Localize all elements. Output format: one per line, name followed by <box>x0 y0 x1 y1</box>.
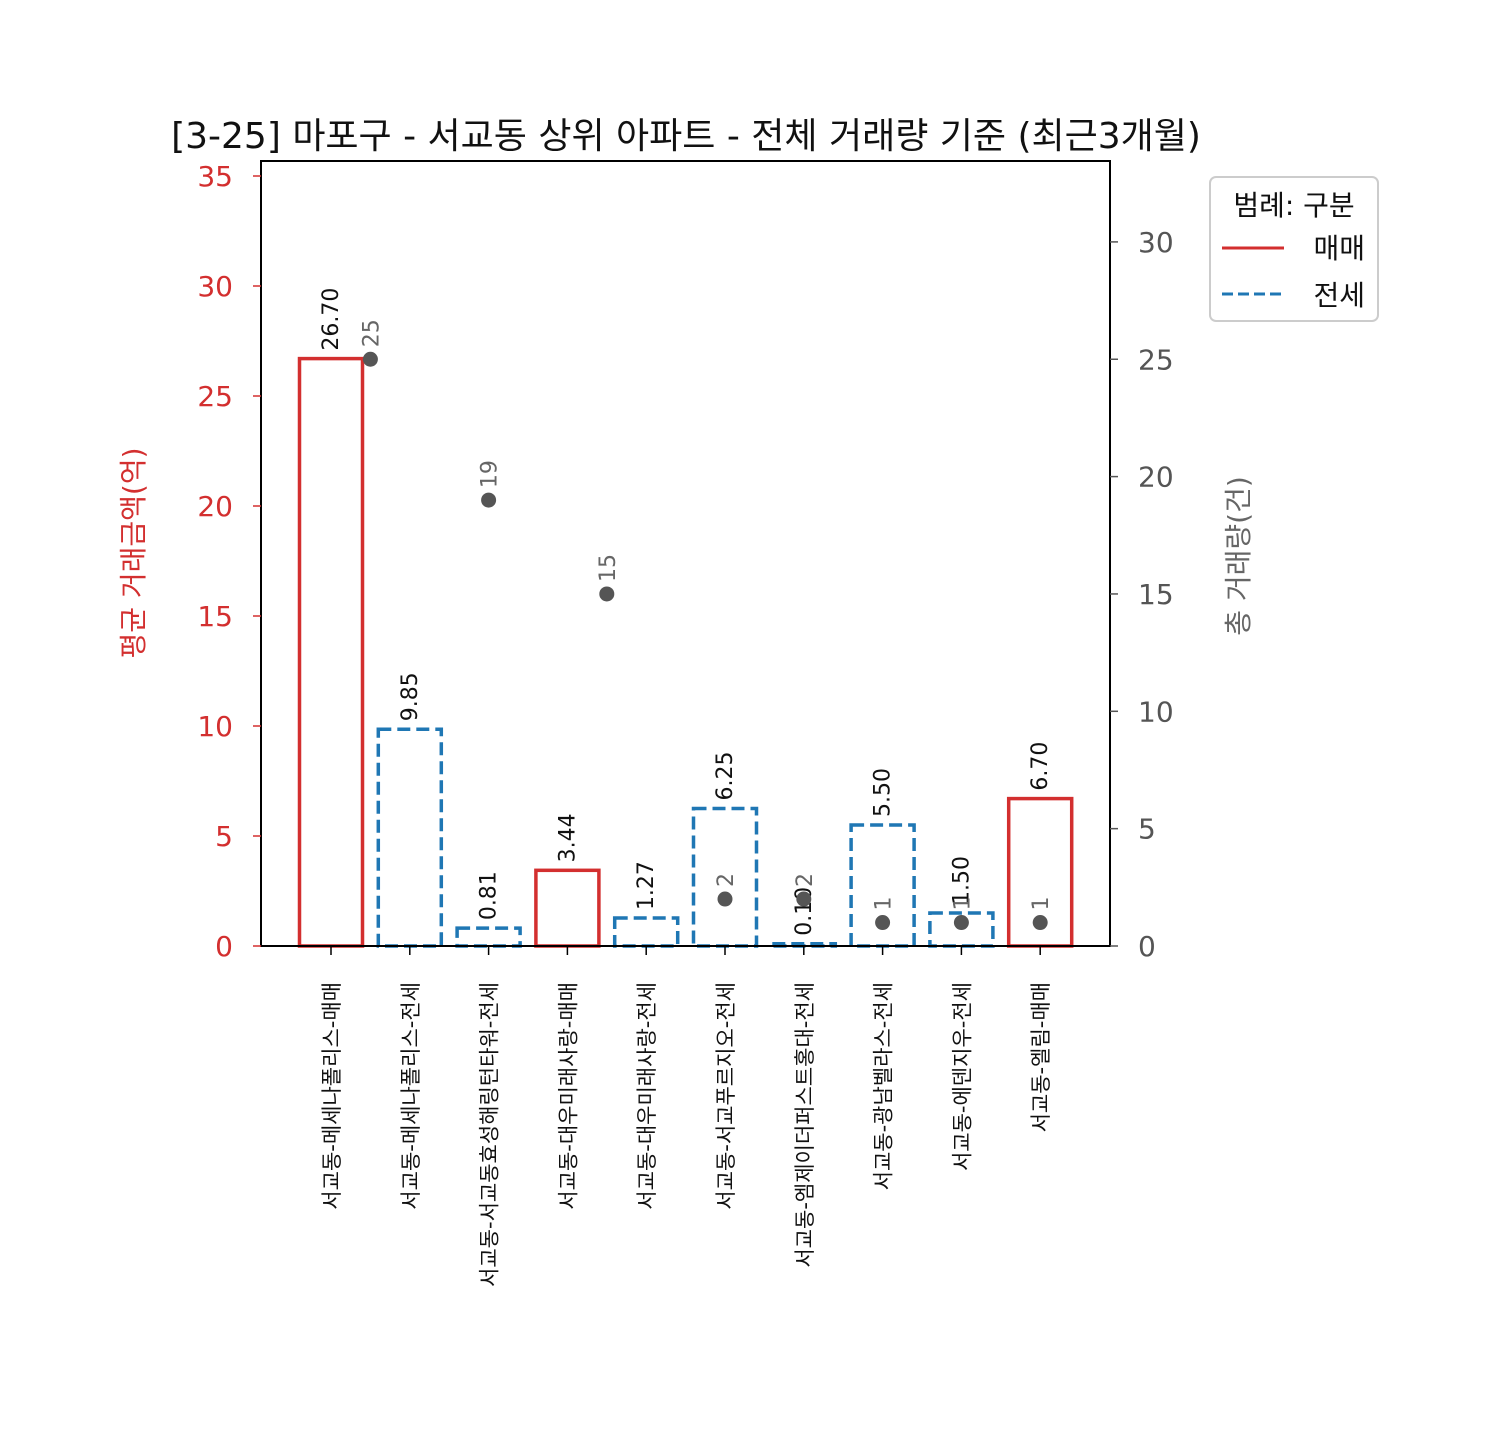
x-tick-label: 서교동-광남벨라스-전세 <box>872 982 896 1190</box>
scatter-point <box>796 891 812 907</box>
bar-jeonse <box>928 911 995 948</box>
left-y-axis: 0 5 10 15 20 25 30 35 <box>197 160 261 963</box>
x-tick-label: 서교동-에덴지우-전세 <box>950 982 974 1171</box>
scatter-value-label: 1 <box>872 897 897 911</box>
x-tick-label: 서교동-엘림-매매 <box>1029 982 1053 1132</box>
x-tick-label: 서교동-대우미래사랑-매매 <box>556 982 580 1210</box>
chart-title: [3-25] 마포구 - 서교동 상위 아파트 - 전체 거래량 기준 (최근3… <box>171 116 1201 157</box>
x-tick-label: 서교동-서교푸르지오-전세 <box>714 982 738 1210</box>
scatter-value-label: 15 <box>596 554 621 582</box>
bar-value-label: 5.50 <box>871 768 896 817</box>
scatter-point <box>1032 915 1048 931</box>
legend: 범례: 구분 매매 전세 <box>1209 176 1379 322</box>
right-tick-label: 25 <box>1138 343 1174 376</box>
left-tick-label: 10 <box>197 710 233 743</box>
scatter-point <box>717 891 733 907</box>
bar-value-label: 6.70 <box>1028 742 1053 791</box>
left-tick-label: 25 <box>197 380 233 413</box>
scatter-value-label: 19 <box>478 460 503 488</box>
left-tick-label: 0 <box>215 930 233 963</box>
right-tick-label: 20 <box>1138 461 1174 494</box>
scatter-value-label: 1 <box>1029 897 1054 911</box>
scatter-point <box>362 351 378 367</box>
legend-jeonse-label: 전세 <box>1313 279 1365 312</box>
bar-sale <box>297 356 365 948</box>
right-axis-label: 총 거래량(건) <box>1222 476 1255 636</box>
right-tick-label: 30 <box>1138 226 1174 259</box>
left-tick-label: 20 <box>197 490 233 523</box>
right-tick-label: 10 <box>1138 695 1174 728</box>
bar-value-label: 3.44 <box>555 813 580 862</box>
plot-area: 26.709.850.813.441.276.250.105.501.506.7… <box>297 288 1074 948</box>
left-axis-label: 평균 거래금액(억) <box>117 447 150 658</box>
right-y-axis: 0 5 10 15 20 25 30 <box>1110 226 1174 963</box>
bar-jeonse <box>455 926 522 948</box>
x-tick-label: 서교동-엠제이더퍼스트홍대-전세 <box>793 982 817 1268</box>
scatter-point <box>599 586 615 602</box>
bar-value-label: 9.85 <box>398 672 423 721</box>
x-tick-label: 서교동-메세나폴리스-매매 <box>320 982 344 1210</box>
scatter-point <box>953 915 969 931</box>
x-tick-label: 서교동-메세나폴리스-전세 <box>399 982 423 1210</box>
right-tick-label: 15 <box>1138 578 1174 611</box>
scatter-value-label: 2 <box>793 873 818 887</box>
legend-title: 범례: 구분 <box>1233 189 1354 222</box>
right-tick-label: 0 <box>1138 930 1156 963</box>
scatter-point <box>481 492 497 508</box>
left-tick-label: 30 <box>197 270 233 303</box>
legend-box <box>1209 176 1379 322</box>
x-axis: 서교동-메세나폴리스-매매 서교동-메세나폴리스-전세 서교동-서교동효성해링턴타워… <box>320 946 1053 1287</box>
scatter-value-label: 25 <box>359 319 384 347</box>
bar-value-label: 26.70 <box>319 288 344 351</box>
x-tick-label: 서교동-서교동효성해링턴타워-전세 <box>478 982 502 1287</box>
bar-jeonse <box>612 916 680 948</box>
x-tick-label: 서교동-대우미래사랑-전세 <box>635 982 659 1210</box>
scatter-value-label: 2 <box>714 873 739 887</box>
bar-value-label: 0.81 <box>477 871 502 920</box>
left-tick-label: 35 <box>197 160 233 193</box>
bar-value-label: 6.25 <box>713 752 738 801</box>
plot-frame <box>260 160 1111 947</box>
right-tick-label: 5 <box>1138 813 1156 846</box>
legend-sale-label: 매매 <box>1313 232 1365 265</box>
bar-jeonse <box>376 727 444 948</box>
bar-value-label: 1.27 <box>634 861 659 910</box>
left-tick-label: 5 <box>215 820 233 853</box>
left-tick-label: 15 <box>197 600 233 633</box>
scatter-value-label: 1 <box>950 897 975 911</box>
scatter-point <box>875 915 891 931</box>
bar-sale <box>534 868 601 948</box>
bar-value-label: 1.50 <box>949 856 974 905</box>
